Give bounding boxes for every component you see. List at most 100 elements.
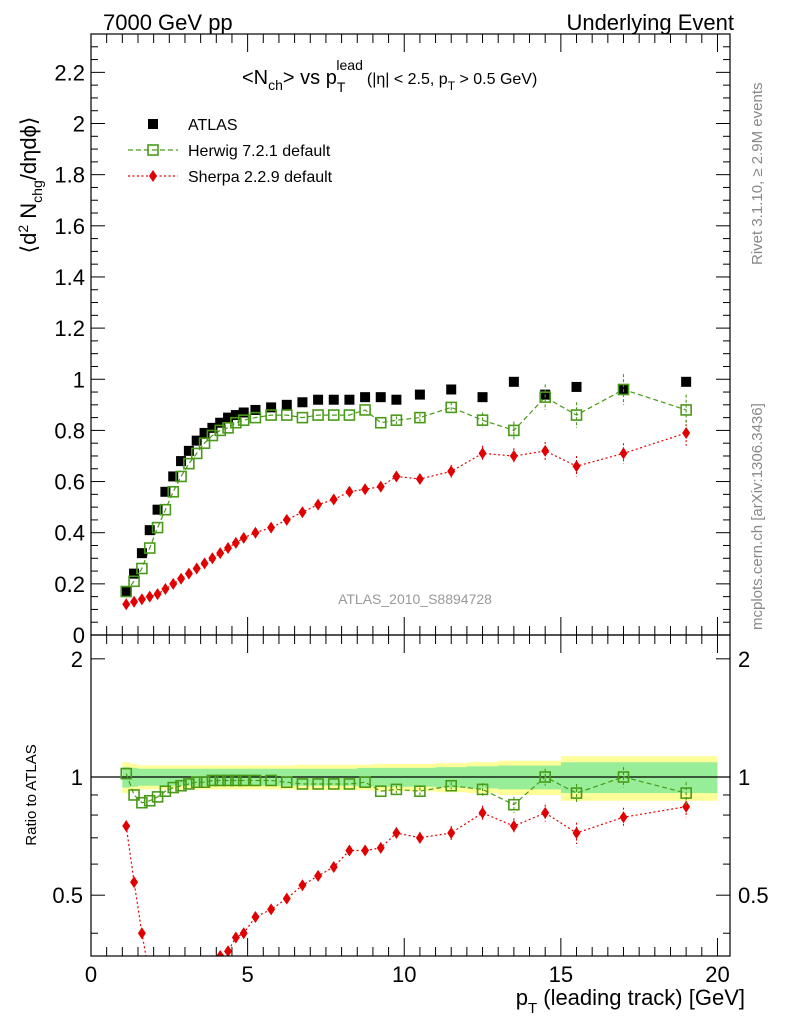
atlas-point [144,525,155,536]
atlas-point [281,399,292,410]
herwig-ratio-point [680,787,692,799]
herwig-ratio-point [327,778,340,790]
main-y-tick-label: 1.4 [54,265,85,290]
sherpa-point [298,506,307,519]
sherpa-point [282,513,291,526]
sherpa-ratio-point [216,950,225,956]
herwig-ratio-point [296,778,309,790]
herwig-ratio-point [237,774,250,787]
main-y-tick-label: 0 [73,623,85,648]
sherpa-point [415,472,424,485]
herwig-ratio-point [617,771,630,783]
sherpa-point [231,536,240,549]
atlas-point [168,471,179,482]
sherpa-ratio-point [161,988,169,1000]
herwig-point [570,409,583,421]
sherpa-point [130,595,139,608]
sherpa-point [169,577,178,590]
atlas-point [477,392,488,403]
sherpa-point [177,572,186,585]
sherpa-ratio-point [572,827,581,840]
herwig-ratio-point [143,794,156,807]
herwig-point [508,424,520,437]
main-y-tick-label: 0.2 [54,572,85,597]
herwig-ratio-point [222,774,234,787]
atlas-point [414,389,425,400]
herwig-ratio-point [198,776,211,789]
sherpa-point [478,447,487,460]
x-tick-label: 0 [85,962,97,987]
herwig-ratio-line [125,773,687,806]
herwig-ratio-point [183,778,195,790]
herwig-point [167,485,180,498]
herwig-point [374,416,387,429]
sherpa-point [251,526,260,539]
ratio-y-tick-label-right: 0.5 [738,883,769,908]
herwig-point [265,409,277,421]
sherpa-ratio-point [154,988,162,1000]
sherpa-ratio-point [231,931,240,944]
herwig-point [159,503,172,516]
herwig-ratio-point [167,781,180,794]
sherpa-ratio-point [211,954,214,956]
sherpa-ratio-point [201,960,209,972]
herwig-point [312,409,324,421]
atlas-point [223,412,234,423]
main-y-tick-label: 0.4 [54,521,85,546]
atlas-point [121,586,132,597]
sherpa-point [509,449,518,462]
herwig-point [680,404,692,416]
sherpa-ratio-point [329,860,338,873]
sherpa-ratio-point [239,927,248,940]
sherpa-ratio-point [251,910,260,923]
ratio-y-tick-label-left: 2 [71,647,83,672]
atlas-point [266,402,277,413]
herwig-ratio-point [508,798,520,811]
atlas-point [391,394,402,405]
legend-sherpa-marker [149,170,157,182]
rivet-version-label: Rivet 3.1.10, ≥ 2.9M events [749,83,766,266]
sherpa-point [572,460,581,473]
sherpa-ratio-point [682,800,691,813]
atlas-point [238,407,249,418]
sherpa-ratio-point [361,844,370,857]
atlas-point [313,394,324,405]
herwig-ratio-point [374,785,387,798]
herwig-ratio-point [214,774,227,787]
x-tick-label: 5 [241,962,253,987]
herwig-ratio-point [265,774,277,787]
sherpa-ratio-point [392,827,401,840]
x-tick-label: 10 [392,962,416,987]
herwig-point [143,542,156,554]
sherpa-ratio-point [478,806,487,819]
herwig-point [237,414,250,426]
sherpa-ratio-point [541,806,550,819]
main-y-tick-label: 1.8 [54,163,85,188]
atlas-point [207,422,218,433]
atlas-point [215,417,226,428]
herwig-ratio-point [249,774,262,787]
herwig-point [183,457,195,470]
atlas-point [129,568,140,579]
sherpa-ratio-point [267,903,276,916]
atlas-point [360,392,371,403]
sherpa-ratio-point [185,971,193,983]
header-beam-label: 7000 GeV pp [103,10,233,35]
main-y-tick-label: 1.6 [54,214,85,239]
sherpa-point [682,426,691,439]
legend-label: ATLAS [188,117,238,134]
main-y-tick-label: 1.2 [54,316,85,341]
sherpa-ratio-point [298,879,307,892]
herwig-point [151,521,164,534]
atlas-point [344,394,355,405]
main-y-axis-label: ⟨d2 Nchg/dηdϕ⟩ [15,117,45,254]
x-tick-label: 15 [549,962,573,987]
herwig-ratio-point [414,785,426,798]
atlas-point [160,486,171,497]
sherpa-ratio-point [415,831,424,844]
atlas-point [183,445,194,456]
herwig-point [414,411,426,424]
sherpa-point [329,493,338,506]
main-y-tick-label: 1 [73,367,85,392]
sherpa-point [200,557,209,570]
